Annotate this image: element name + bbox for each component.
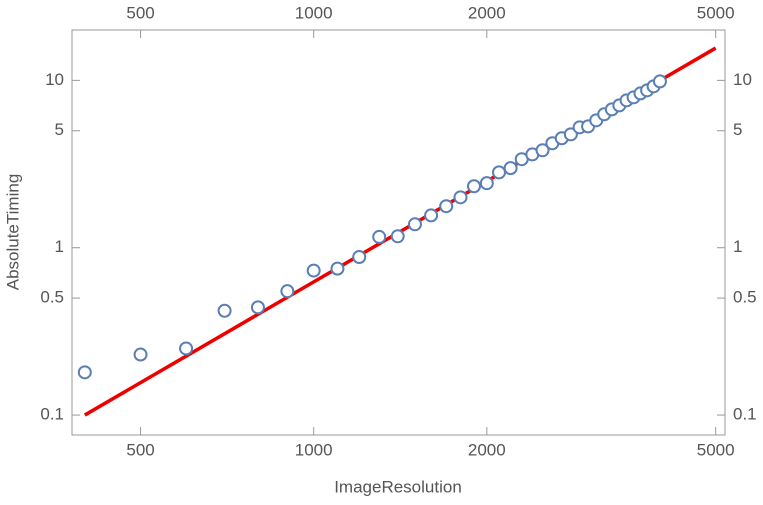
y-axis-label: AbsoluteTiming — [3, 174, 22, 291]
data-point — [652, 74, 667, 89]
x-tick-label-top: 5000 — [697, 3, 735, 22]
x-tick-label-top: 1000 — [295, 3, 333, 22]
y-tick-label-right: 10 — [733, 70, 752, 89]
y-tick-label: 1 — [55, 237, 64, 256]
data-point — [306, 263, 321, 278]
data-point — [563, 127, 578, 142]
plot-frame — [71, 29, 726, 436]
y-tick-label: 10 — [45, 70, 64, 89]
x-tick-label: 1000 — [295, 440, 333, 459]
y-tick-label: 0.1 — [40, 405, 64, 424]
data-point — [407, 217, 422, 232]
data-point — [492, 165, 507, 180]
y-tick-label-right: 0.5 — [733, 288, 757, 307]
x-tick-label: 500 — [126, 440, 154, 459]
y-tick-label: 5 — [55, 120, 64, 139]
data-point — [535, 143, 550, 158]
x-axis-label: ImageResolution — [334, 477, 462, 496]
x-tick-label: 2000 — [468, 440, 506, 459]
y-tick-label-right: 5 — [733, 120, 742, 139]
data-point — [217, 303, 232, 318]
data-point — [467, 179, 482, 194]
y-tick-label-right: 0.1 — [733, 405, 757, 424]
data-point — [424, 208, 439, 223]
data-point — [77, 365, 92, 380]
data-point — [133, 347, 148, 362]
data-point — [439, 199, 454, 214]
x-tick-label-top: 500 — [126, 3, 154, 22]
data-point — [453, 190, 468, 205]
data-point — [390, 229, 405, 244]
y-tick-label: 0.5 — [40, 288, 64, 307]
data-point — [352, 250, 367, 265]
data-point — [503, 161, 518, 176]
data-point — [179, 341, 194, 356]
y-tick-label-right: 1 — [733, 237, 742, 256]
data-point — [280, 284, 295, 299]
data-point — [330, 261, 345, 276]
data-point — [250, 300, 265, 315]
data-point — [372, 229, 387, 244]
data-point — [479, 176, 494, 191]
x-tick-label: 5000 — [697, 440, 735, 459]
x-tick-label-top: 2000 — [468, 3, 506, 22]
